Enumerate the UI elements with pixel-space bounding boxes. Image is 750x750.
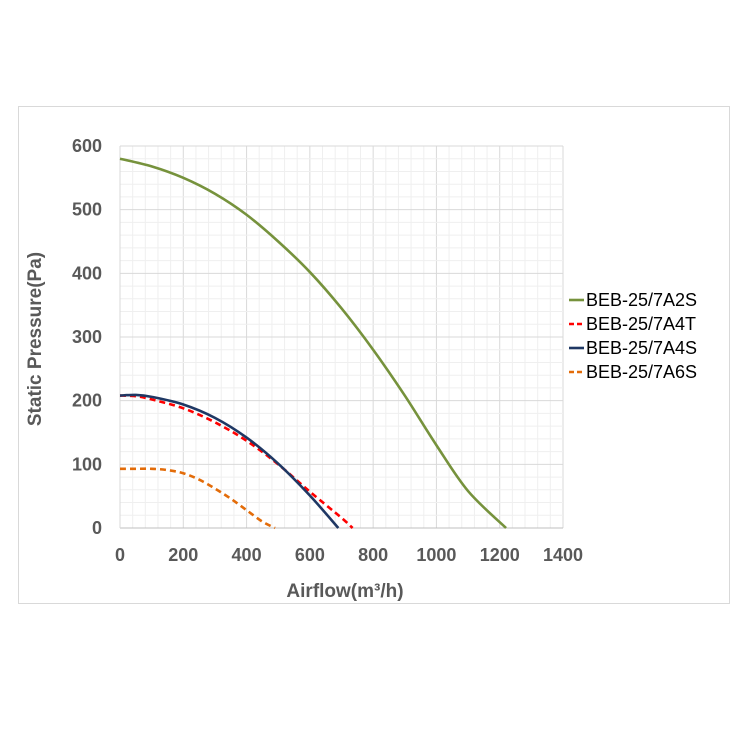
x-tick-label: 600 (295, 545, 325, 565)
x-axis-title: Airflow(m³/h) (286, 581, 403, 602)
series-line-3 (119, 393, 340, 529)
series-line-2 (119, 394, 354, 529)
y-tick-label: 0 (92, 518, 102, 538)
y-tick-label: 600 (72, 136, 102, 156)
legend: BEB-25/7A2S BEB-25/7A4T BEB-25/7A4S BEB-25/… (569, 290, 697, 382)
x-tick-label: 400 (232, 545, 262, 565)
x-tick-label: 0 (115, 545, 125, 565)
legend-label: BEB-25/7A4S (586, 338, 697, 358)
y-tick-label: 300 (72, 327, 102, 347)
x-tick-label: 200 (168, 545, 198, 565)
y-tick-label: 400 (72, 263, 102, 283)
legend-label: BEB-25/7A4T (586, 314, 696, 334)
x-tick-label: 800 (358, 545, 388, 565)
grid (119, 145, 564, 529)
legend-label: BEB-25/7A2S (586, 290, 697, 310)
chart-frame (18, 106, 730, 604)
legend-label: BEB-25/7A6S (586, 362, 697, 382)
series-line-1 (119, 157, 507, 529)
y-tick-label: 100 (72, 454, 102, 474)
y-axis-title: Static Pressure(Pa) (25, 252, 46, 426)
y-tick-label: 200 (72, 391, 102, 411)
x-tick-label: 1000 (416, 545, 456, 565)
x-tick-label: 1200 (480, 545, 520, 565)
series-line-4 (120, 467, 276, 530)
x-tick-label: 1400 (543, 545, 583, 565)
series-lines (119, 157, 507, 530)
tick-labels: 0 200 400 600 800 1000 1200 1400 0 100 200 300 400 50… (72, 136, 583, 565)
axes (119, 146, 563, 529)
y-tick-label: 500 (72, 200, 102, 220)
